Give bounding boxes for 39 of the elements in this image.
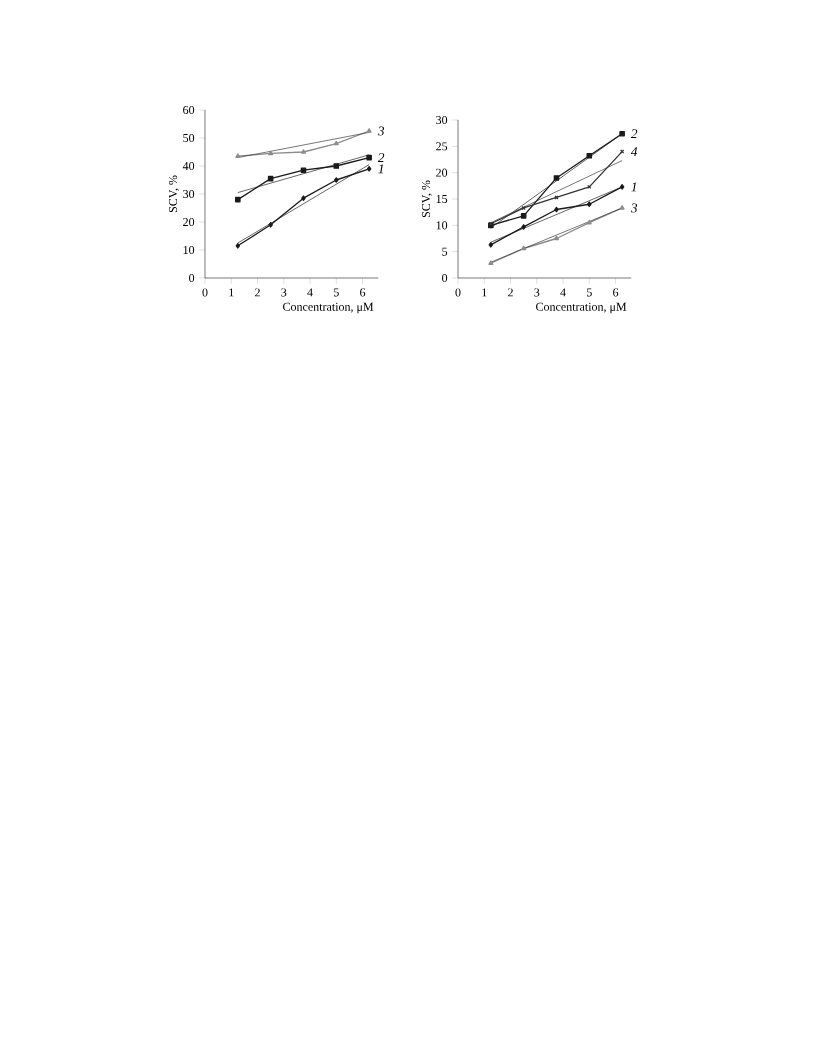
x-tick-label: 0 [455, 288, 461, 297]
y-tick-label: 25 [436, 142, 448, 151]
x-tick-label: 5 [587, 288, 592, 297]
y-tick-label: 0 [442, 273, 448, 283]
y-axis-title: SCV, % [168, 175, 179, 213]
x-tick-label: 4 [560, 288, 566, 297]
series-label: 2 [377, 153, 385, 163]
x-tick-label: 5 [334, 288, 339, 297]
series-label: 2 [630, 129, 638, 139]
series-label: 4 [630, 147, 638, 156]
y-tick-label: 60 [183, 105, 195, 115]
x-tick-label: 0 [202, 288, 208, 297]
series-label: 3 [630, 203, 638, 213]
x-axis-title: Concentration, μM [283, 302, 374, 314]
series-label: 1 [378, 164, 384, 174]
y-tick-label: 10 [436, 221, 448, 230]
series-label: 1 [631, 182, 637, 192]
y-tick-label: 30 [436, 115, 448, 125]
x-tick-label: 3 [534, 288, 540, 297]
y-tick-label: 5 [442, 247, 448, 256]
y-tick-label: 50 [183, 133, 195, 143]
x-tick-label: 3 [281, 288, 287, 297]
x-axis-title: Concentration, μM [536, 302, 627, 314]
y-tick-label: 0 [189, 273, 195, 283]
y-tick-label: 40 [182, 161, 195, 171]
series-label: 3 [377, 126, 385, 136]
y-tick-label: 30 [183, 189, 195, 199]
y-tick-label: 15 [436, 194, 448, 204]
x-tick-label: 6 [360, 288, 366, 297]
x-tick-label: 1 [482, 288, 487, 297]
y-tick-label: 20 [183, 217, 195, 227]
x-tick-label: 1 [229, 288, 234, 297]
x-tick-label: 2 [255, 288, 260, 297]
y-tick-label: 10 [183, 245, 195, 255]
x-tick-label: 6 [613, 288, 619, 297]
x-tick-label: 4 [307, 288, 313, 297]
y-tick-label: 20 [436, 168, 448, 177]
x-tick-label: 2 [508, 288, 513, 297]
y-axis-title: SCV, % [421, 180, 432, 218]
